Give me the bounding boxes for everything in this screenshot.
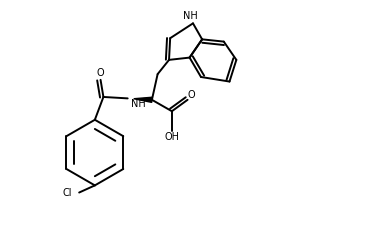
Text: NH: NH — [183, 11, 198, 21]
Polygon shape — [134, 97, 152, 102]
Text: NH: NH — [130, 99, 145, 109]
Text: OH: OH — [164, 132, 180, 143]
Text: O: O — [187, 90, 195, 100]
Text: Cl: Cl — [62, 188, 72, 198]
Text: O: O — [97, 68, 104, 78]
